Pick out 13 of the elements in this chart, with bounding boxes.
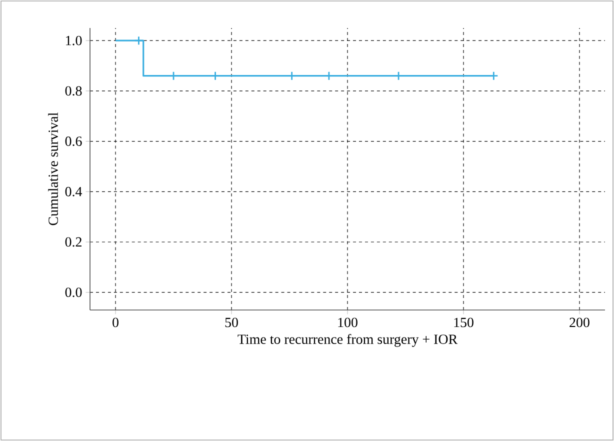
y-tick-label: 0.0 xyxy=(65,288,82,298)
y-tick-label: 0.4 xyxy=(65,186,82,196)
x-tick-label: 100 xyxy=(338,318,358,328)
y-axis-title: Cumulative survival xyxy=(48,112,58,226)
y-tick-label: 1.0 xyxy=(66,36,82,46)
x-tick-label: 200 xyxy=(570,318,590,328)
x-tick-label: 150 xyxy=(454,318,474,328)
y-tick-label: 0.8 xyxy=(65,86,82,96)
y-tick-label: 0.2 xyxy=(65,237,82,247)
x-tick-label: 50 xyxy=(225,318,238,328)
y-tick-label: 0.6 xyxy=(65,136,82,146)
x-tick-label: 0 xyxy=(112,318,118,328)
x-axis-title: Time to recurrence from surgery + IOR xyxy=(238,334,458,347)
